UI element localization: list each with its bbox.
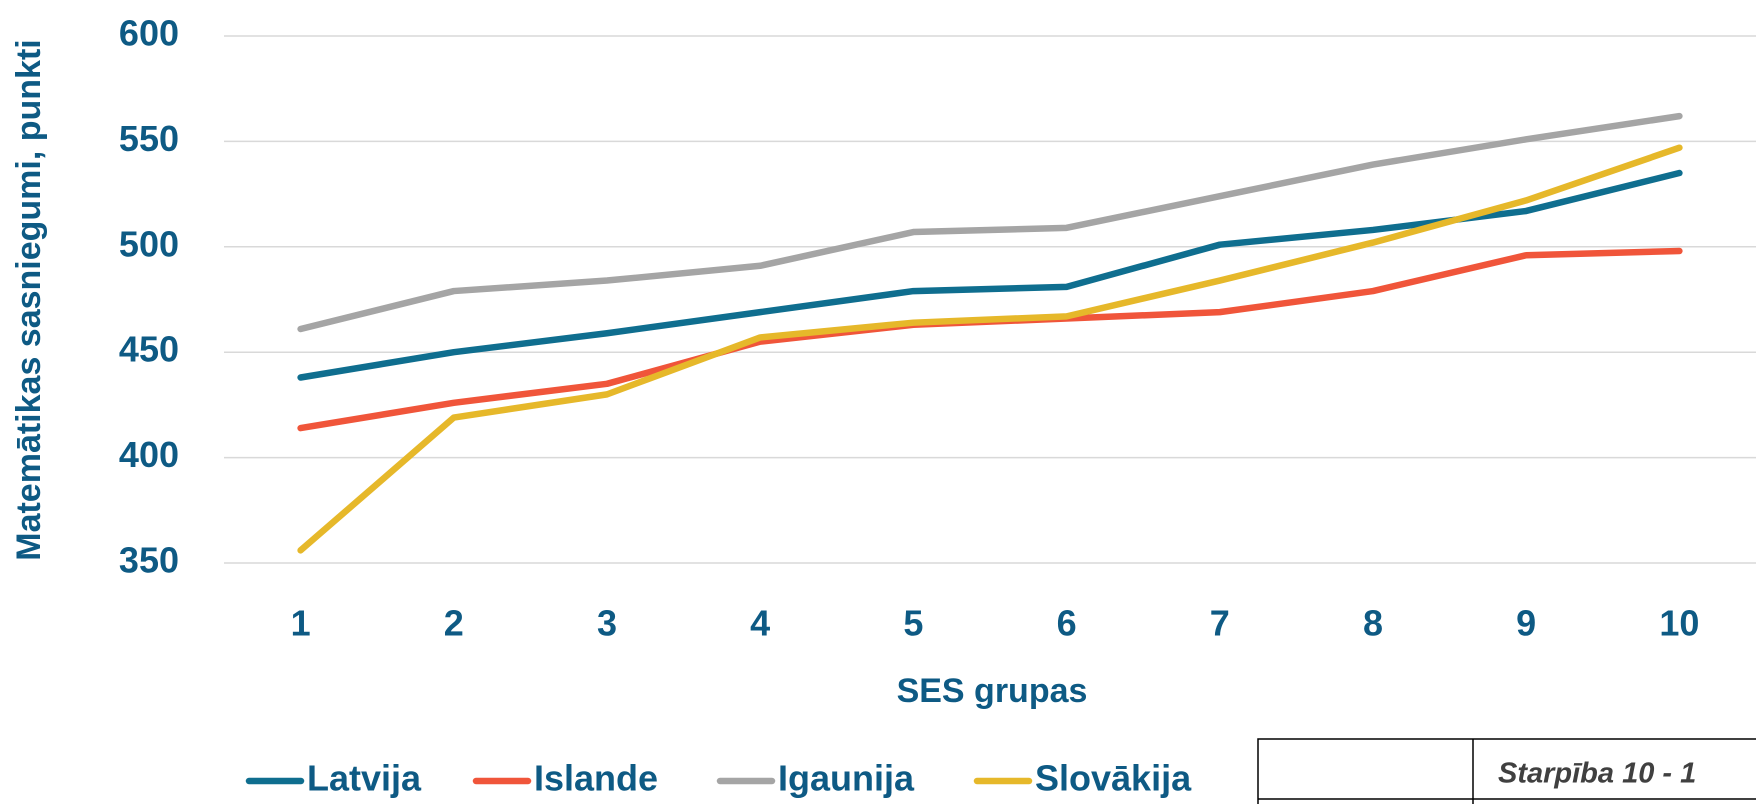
x-tick-label: 8	[1363, 603, 1383, 644]
table-header: Starpība 10 - 1	[1498, 758, 1696, 790]
legend-label: Igaunija	[778, 758, 915, 799]
series-line	[297, 112, 1683, 333]
y-tick-label: 350	[119, 540, 179, 581]
y-tick-label: 600	[119, 13, 179, 54]
y-tick-label: 500	[119, 223, 179, 264]
y-tick-label: 550	[119, 118, 179, 159]
series-line	[297, 169, 1683, 381]
legend-label: Slovākija	[1035, 758, 1192, 799]
x-tick-label: 3	[597, 603, 617, 644]
table-frame	[1257, 738, 1756, 804]
x-tick-label: 6	[1057, 603, 1077, 644]
x-tick-label: 4	[750, 603, 770, 644]
legend-label: Islande	[534, 758, 658, 799]
x-axis-title: SES grupas	[897, 672, 1088, 710]
x-tick-label: 5	[903, 603, 923, 644]
series-line	[297, 247, 1683, 432]
x-tick-label: 2	[444, 603, 464, 644]
x-tick-label: 10	[1659, 603, 1699, 644]
series-line	[297, 144, 1683, 554]
x-tick-label: 7	[1210, 603, 1230, 644]
y-tick-label: 450	[119, 329, 179, 370]
y-axis-title: Matemātikas sasniegumi, punkti	[10, 39, 48, 561]
y-tick-label: 400	[119, 434, 179, 475]
x-tick-label: 1	[291, 603, 311, 644]
legend-label: Latvija	[307, 758, 422, 799]
x-tick-label: 9	[1516, 603, 1536, 644]
